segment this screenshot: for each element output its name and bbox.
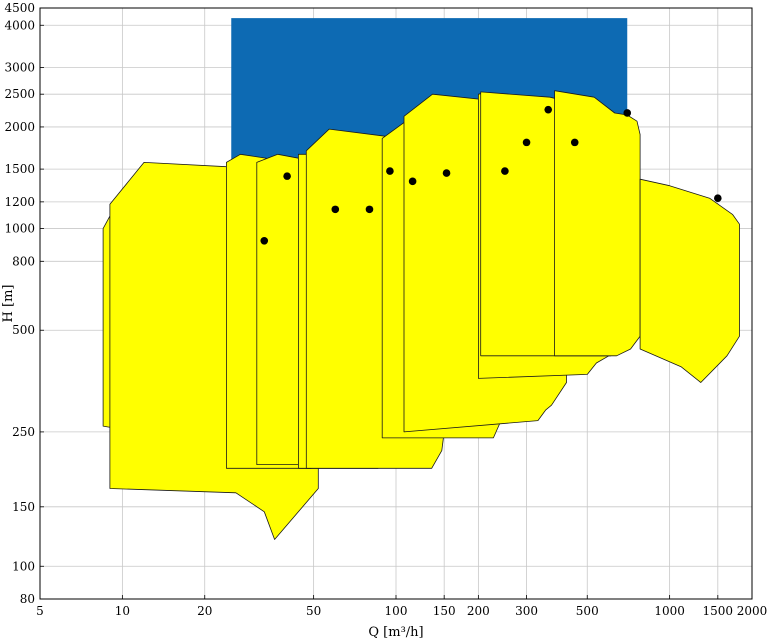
x-axis-ticks: 5 10 20 50 100 150 200 300 500 1000 1500 2000 <box>36 595 767 618</box>
pump-range-12 <box>554 90 641 357</box>
y-tick-label: 3000 <box>4 60 35 74</box>
y-tick-label: 80 <box>20 592 35 606</box>
x-tick-label: 100 <box>385 604 408 618</box>
x-tick-label: 300 <box>515 604 538 618</box>
y-tick-label: 800 <box>12 254 35 268</box>
y-tick-label: 150 <box>12 500 35 514</box>
bep-marker-5 <box>386 167 394 175</box>
bep-marker-7 <box>442 169 451 177</box>
bep-marker-11 <box>570 138 579 147</box>
y-tick-label: 1500 <box>4 162 35 176</box>
y-tick-label: 500 <box>12 323 35 337</box>
y-tick-label: 4000 <box>4 18 35 32</box>
pump-range-13 <box>639 178 740 383</box>
bep-marker-13 <box>714 194 722 203</box>
y-tick-label: 250 <box>12 425 35 439</box>
x-tick-label: 2000 <box>737 604 768 618</box>
y-tick-label: 4500 <box>4 1 35 15</box>
y-tick-label: 2000 <box>4 120 35 134</box>
bep-marker-10 <box>544 105 553 114</box>
x-tick-label: 50 <box>306 604 321 618</box>
y-axis-label: H [m] <box>1 285 16 323</box>
pump-ranges <box>102 90 740 540</box>
bep-marker-6 <box>408 177 417 186</box>
y-tick-label: 100 <box>12 559 35 573</box>
x-tick-label: 5 <box>36 604 44 618</box>
y-tick-label: 1200 <box>4 195 35 209</box>
y-axis-ticks: 80 100 150 250 500 800 1000 1200 1500 2000 2500 300… <box>4 1 44 606</box>
bep-marker-2 <box>283 172 291 180</box>
x-tick-label: 1000 <box>654 604 685 618</box>
x-tick-label: 500 <box>576 604 599 618</box>
bep-marker-9 <box>522 138 531 147</box>
y-tick-label: 1000 <box>4 222 35 236</box>
x-tick-label: 1500 <box>703 604 734 618</box>
x-tick-label: 10 <box>115 604 130 618</box>
bep-marker-8 <box>501 167 509 175</box>
bep-markers <box>260 105 722 245</box>
bep-marker-12 <box>623 109 632 117</box>
x-tick-label: 20 <box>197 604 212 618</box>
bep-marker-1 <box>260 237 269 245</box>
bep-marker-4 <box>365 205 374 214</box>
y-tick-label: 2500 <box>4 87 35 101</box>
bep-marker-3 <box>331 205 340 214</box>
x-tick-label: 200 <box>467 604 490 618</box>
x-axis-label: Q [m³/h] <box>368 625 423 640</box>
x-tick-label: 150 <box>433 604 456 618</box>
